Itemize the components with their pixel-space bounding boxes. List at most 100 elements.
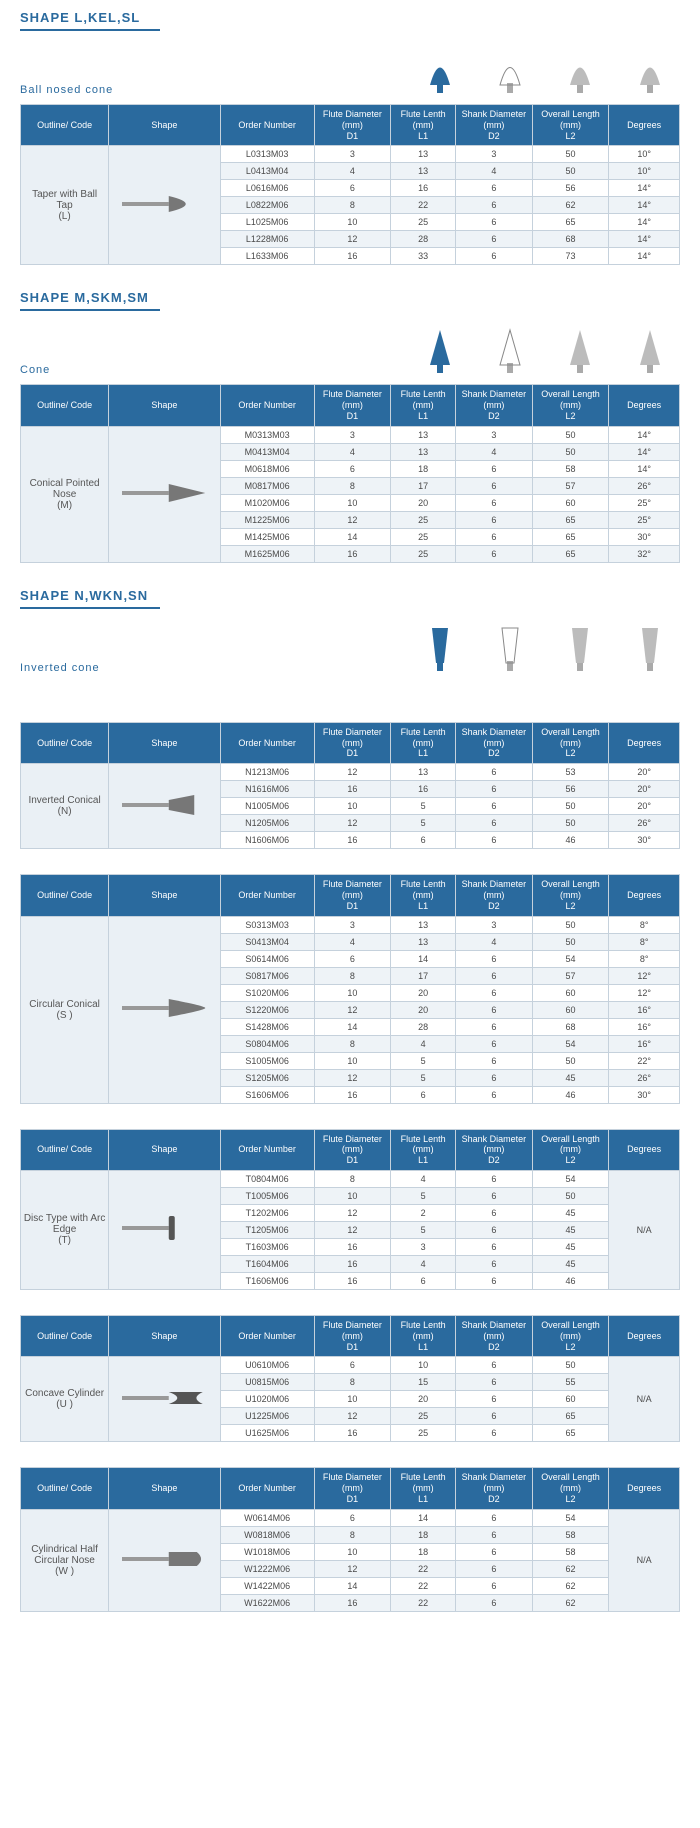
cell-l2: 68 — [533, 1019, 609, 1035]
cell-l1: 5 — [391, 1053, 455, 1069]
silhouette-icon — [420, 623, 460, 674]
cell-order: W1422M06 — [221, 1578, 314, 1594]
cell-l1: 6 — [391, 1087, 455, 1103]
th-d2: Shank Diameter (mm) D2 — [456, 105, 532, 145]
cell-d1: 10 — [315, 1188, 391, 1204]
cell-d2: 3 — [456, 146, 532, 162]
cell-d1: 14 — [315, 529, 391, 545]
cell-l1: 25 — [391, 546, 455, 562]
cell-d2: 6 — [456, 968, 532, 984]
cell-order: S1606M06 — [221, 1087, 314, 1103]
cell-deg: 8° — [609, 917, 679, 933]
spec-table: Outline/ Code Shape Order Number Flute D… — [20, 1467, 680, 1611]
cell-d2: 6 — [456, 1222, 532, 1238]
cell-order: T1606M06 — [221, 1273, 314, 1289]
cell-d2: 3 — [456, 427, 532, 443]
section-desc: Inverted cone — [20, 662, 100, 674]
th-d2: Shank Diameter (mm) D2 — [456, 723, 532, 763]
th-shape: Shape — [109, 875, 219, 915]
th-d2: Shank Diameter (mm) D2 — [456, 1468, 532, 1508]
cell-l2: 60 — [533, 985, 609, 1001]
cell-l1: 5 — [391, 1188, 455, 1204]
th-l2: Overall Length (mm) L2 — [533, 385, 609, 425]
cell-d1: 10 — [315, 214, 391, 230]
th-l2: Overall Length (mm) L2 — [533, 723, 609, 763]
cell-l1: 25 — [391, 512, 455, 528]
th-deg: Degrees — [609, 875, 679, 915]
cell-d1: 3 — [315, 146, 391, 162]
cell-deg: 26° — [609, 478, 679, 494]
shape-image-cell — [109, 427, 219, 562]
cell-l2: 62 — [533, 197, 609, 213]
cell-l2: 50 — [533, 1357, 609, 1373]
table-row: Cylindrical Half Circular Nose (W )W0614… — [21, 1510, 679, 1526]
section-desc: Cone — [20, 364, 50, 376]
photo-icon — [630, 623, 670, 674]
cell-d2: 4 — [456, 934, 532, 950]
outline-code-cell: Concave Cylinder (U ) — [21, 1357, 108, 1441]
photo-icon — [560, 623, 600, 674]
th-l1: Flute Lenth (mm) L1 — [391, 1130, 455, 1170]
cell-l1: 13 — [391, 146, 455, 162]
cell-d2: 6 — [456, 951, 532, 967]
th-shape: Shape — [109, 723, 219, 763]
spec-section: Outline/ Code Shape Order Number Flute D… — [20, 874, 680, 1103]
th-l2: Overall Length (mm) L2 — [533, 1316, 609, 1356]
th-order: Order Number — [221, 105, 314, 145]
cell-l2: 45 — [533, 1070, 609, 1086]
cell-d2: 6 — [456, 764, 532, 780]
cell-order: N1205M06 — [221, 815, 314, 831]
th-order: Order Number — [221, 875, 314, 915]
cell-d1: 12 — [315, 1408, 391, 1424]
th-l2: Overall Length (mm) L2 — [533, 875, 609, 915]
cell-order: M1225M06 — [221, 512, 314, 528]
cell-d1: 8 — [315, 478, 391, 494]
cell-d2: 6 — [456, 1374, 532, 1390]
cell-l1: 4 — [391, 1036, 455, 1052]
cell-l1: 18 — [391, 1527, 455, 1543]
th-l2: Overall Length (mm) L2 — [533, 1468, 609, 1508]
cell-l2: 58 — [533, 1527, 609, 1543]
cell-l2: 73 — [533, 248, 609, 264]
cell-d1: 10 — [315, 1544, 391, 1560]
cell-l2: 50 — [533, 146, 609, 162]
cell-l1: 20 — [391, 1391, 455, 1407]
cell-l1: 13 — [391, 427, 455, 443]
cell-deg: 14° — [609, 197, 679, 213]
cell-l1: 5 — [391, 1070, 455, 1086]
th-deg: Degrees — [609, 105, 679, 145]
cell-deg: 14° — [609, 248, 679, 264]
cell-l1: 25 — [391, 1425, 455, 1441]
cell-d2: 6 — [456, 1510, 532, 1526]
photo-icon — [630, 45, 670, 96]
cell-deg: 14° — [609, 444, 679, 460]
cell-deg: 12° — [609, 985, 679, 1001]
cell-d1: 4 — [315, 934, 391, 950]
cell-deg: 16° — [609, 1036, 679, 1052]
table-row: Disc Type with Arc Edge (T)T0804M0684654… — [21, 1171, 679, 1187]
th-d2: Shank Diameter (mm) D2 — [456, 1316, 532, 1356]
cell-order: W0614M06 — [221, 1510, 314, 1526]
cell-l1: 5 — [391, 1222, 455, 1238]
cell-l1: 13 — [391, 917, 455, 933]
cell-d2: 6 — [456, 1239, 532, 1255]
th-d2: Shank Diameter (mm) D2 — [456, 385, 532, 425]
cell-deg: 14° — [609, 461, 679, 477]
th-d1: Flute Diameter (mm) D1 — [315, 1316, 391, 1356]
cell-l1: 28 — [391, 1019, 455, 1035]
cell-d2: 6 — [456, 1578, 532, 1594]
spec-table: Outline/ Code Shape Order Number Flute D… — [20, 1129, 680, 1290]
cell-l2: 65 — [533, 214, 609, 230]
th-d1: Flute Diameter (mm) D1 — [315, 875, 391, 915]
cell-l1: 2 — [391, 1205, 455, 1221]
cell-d2: 6 — [456, 781, 532, 797]
th-deg: Degrees — [609, 1468, 679, 1508]
cell-deg: 16° — [609, 1019, 679, 1035]
cell-l2: 60 — [533, 1002, 609, 1018]
cell-d1: 14 — [315, 1578, 391, 1594]
cell-l2: 65 — [533, 529, 609, 545]
cell-order: S0413M04 — [221, 934, 314, 950]
spec-table: Outline/ Code Shape Order Number Flute D… — [20, 104, 680, 265]
cell-l1: 14 — [391, 951, 455, 967]
photo-icon — [630, 325, 670, 376]
